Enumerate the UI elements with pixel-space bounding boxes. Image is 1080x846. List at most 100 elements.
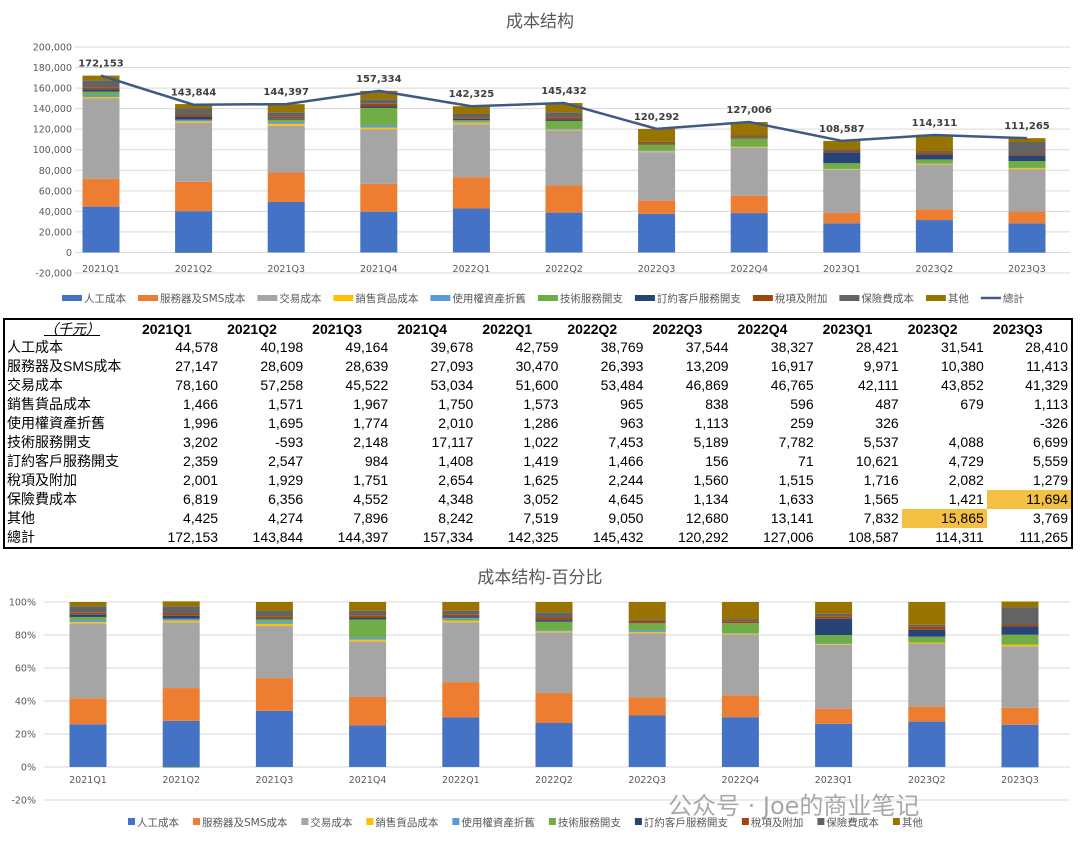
bar-segment xyxy=(82,98,120,179)
table-cell: 42,759 xyxy=(515,339,559,356)
table-row: 銷售貨品成本 1,466 1,571 1,967 1,750 1,573 965 838 596… xyxy=(4,395,1072,414)
bar-segment xyxy=(721,623,759,634)
table-cell: 7,519 xyxy=(523,510,559,527)
bar-segment xyxy=(628,623,666,631)
table-row: 稅項及附加 2,001 1,929 1,751 2,654 1,625 2,244 1,560… xyxy=(4,471,1072,490)
table-cell: 1,560 xyxy=(693,472,729,489)
legend-swatch xyxy=(333,295,354,301)
bar-segment xyxy=(628,619,666,621)
bar-segment xyxy=(730,135,768,138)
bar-segment xyxy=(1008,161,1046,168)
bar-segment xyxy=(545,212,583,253)
table-cell: 1,573 xyxy=(523,396,559,413)
legend-swatch xyxy=(752,295,773,301)
table-cell: 1,625 xyxy=(523,472,559,489)
bar-segment xyxy=(908,626,946,630)
bar-segment xyxy=(267,121,305,124)
x-tick-label: 2022Q2 xyxy=(545,264,583,275)
table-cell: 43,852 xyxy=(940,377,984,394)
bar-segment xyxy=(69,621,107,624)
table-cell: 1,022 xyxy=(523,434,559,451)
bar-segment xyxy=(908,721,946,767)
bar-segment xyxy=(442,620,480,623)
legend-label: 訂約客戶服務開支 xyxy=(657,292,741,305)
legend-label: 服務器及SMS成本 xyxy=(160,292,246,305)
bar-segment xyxy=(349,617,387,620)
bar-segment xyxy=(535,621,573,631)
bar-segment xyxy=(628,697,666,716)
y-tick-label: 20,000 xyxy=(39,227,72,238)
chart-title: 成本结构-百分比 xyxy=(477,568,602,588)
table-cell: 5,559 xyxy=(1032,453,1068,470)
bar-segment xyxy=(255,623,293,627)
bar-segment xyxy=(1001,644,1039,647)
bar-segment xyxy=(638,144,676,151)
bar-segment xyxy=(628,633,666,698)
bar-segment xyxy=(638,200,676,214)
table-cell: 1,996 xyxy=(183,415,219,432)
table-cell: 78,160 xyxy=(175,377,219,394)
bar-segment xyxy=(69,606,107,613)
bar-segment xyxy=(82,206,120,253)
legend-swatch xyxy=(925,295,946,301)
row-label: 服務器及SMS成本 xyxy=(7,358,122,375)
bar-segment xyxy=(815,644,853,709)
table-cell: 1,113 xyxy=(694,415,729,432)
bar-segment xyxy=(535,693,573,724)
bar-segment xyxy=(1001,707,1039,725)
bar-segment xyxy=(267,125,305,173)
bar-segment xyxy=(638,150,676,152)
table-cell: 1,750 xyxy=(438,396,474,413)
column-header: 2022Q4 xyxy=(737,321,788,337)
bar-segment xyxy=(69,616,107,621)
bar-segment xyxy=(545,112,583,118)
column-header: 2023Q1 xyxy=(822,321,873,337)
table-cell: -593 xyxy=(275,434,304,451)
bar-segment xyxy=(730,147,768,196)
table-cell: 4,645 xyxy=(608,491,644,508)
bar-segment xyxy=(255,611,293,617)
legend-swatch xyxy=(634,295,655,301)
table-cell: 31,541 xyxy=(940,339,984,356)
bar-segment xyxy=(1001,601,1039,608)
bar-segment xyxy=(349,602,387,611)
data-label: 114,311 xyxy=(912,118,958,129)
bar-segment xyxy=(823,169,861,214)
bar-segment xyxy=(908,706,946,722)
table-row: 交易成本 78,160 57,258 45,522 53,034 51,600 53,484… xyxy=(4,376,1072,395)
bar-segment xyxy=(349,619,387,638)
bar-segment xyxy=(175,116,213,120)
bar-segment xyxy=(452,177,490,209)
bar-segment xyxy=(628,631,666,634)
y-tick-label: 160,000 xyxy=(33,84,72,95)
table-cell: 7,832 xyxy=(863,510,899,527)
table-cell: 41,329 xyxy=(1025,377,1068,394)
table-cell: 10,380 xyxy=(940,358,984,375)
table-cell: 5,189 xyxy=(693,434,729,451)
bar-segment xyxy=(162,622,200,689)
bar-segment xyxy=(915,209,953,221)
bar-segment xyxy=(69,602,107,607)
cost-data-table: （千元） 2021Q1 2021Q2 2021Q3 2021Q4 2022Q1 2022Q… xyxy=(3,318,1073,549)
bar-segment xyxy=(349,639,387,642)
bar-segment xyxy=(162,606,200,614)
bar-segment xyxy=(452,120,490,122)
table-cell: 26,393 xyxy=(600,358,644,375)
x-tick-label: 2021Q1 xyxy=(82,264,120,275)
row-label: 其他 xyxy=(7,510,35,527)
table-cell: 2,010 xyxy=(438,415,474,432)
x-tick-label: 2021Q1 xyxy=(69,775,107,786)
bar-segment xyxy=(535,630,573,632)
bar-segment xyxy=(82,75,120,81)
bar-segment xyxy=(175,104,213,109)
table-cell: 17,117 xyxy=(431,434,474,451)
bar-segment xyxy=(162,720,200,767)
bar-segment xyxy=(815,643,853,645)
legend-label: 使用權資產折舊 xyxy=(452,292,526,305)
bar-segment xyxy=(349,641,387,697)
table-cell: 127,006 xyxy=(763,529,814,546)
bar-segment xyxy=(452,106,490,114)
bar-segment xyxy=(915,220,953,253)
bar-segment xyxy=(638,151,676,153)
y-tick-label: 100% xyxy=(9,598,36,609)
